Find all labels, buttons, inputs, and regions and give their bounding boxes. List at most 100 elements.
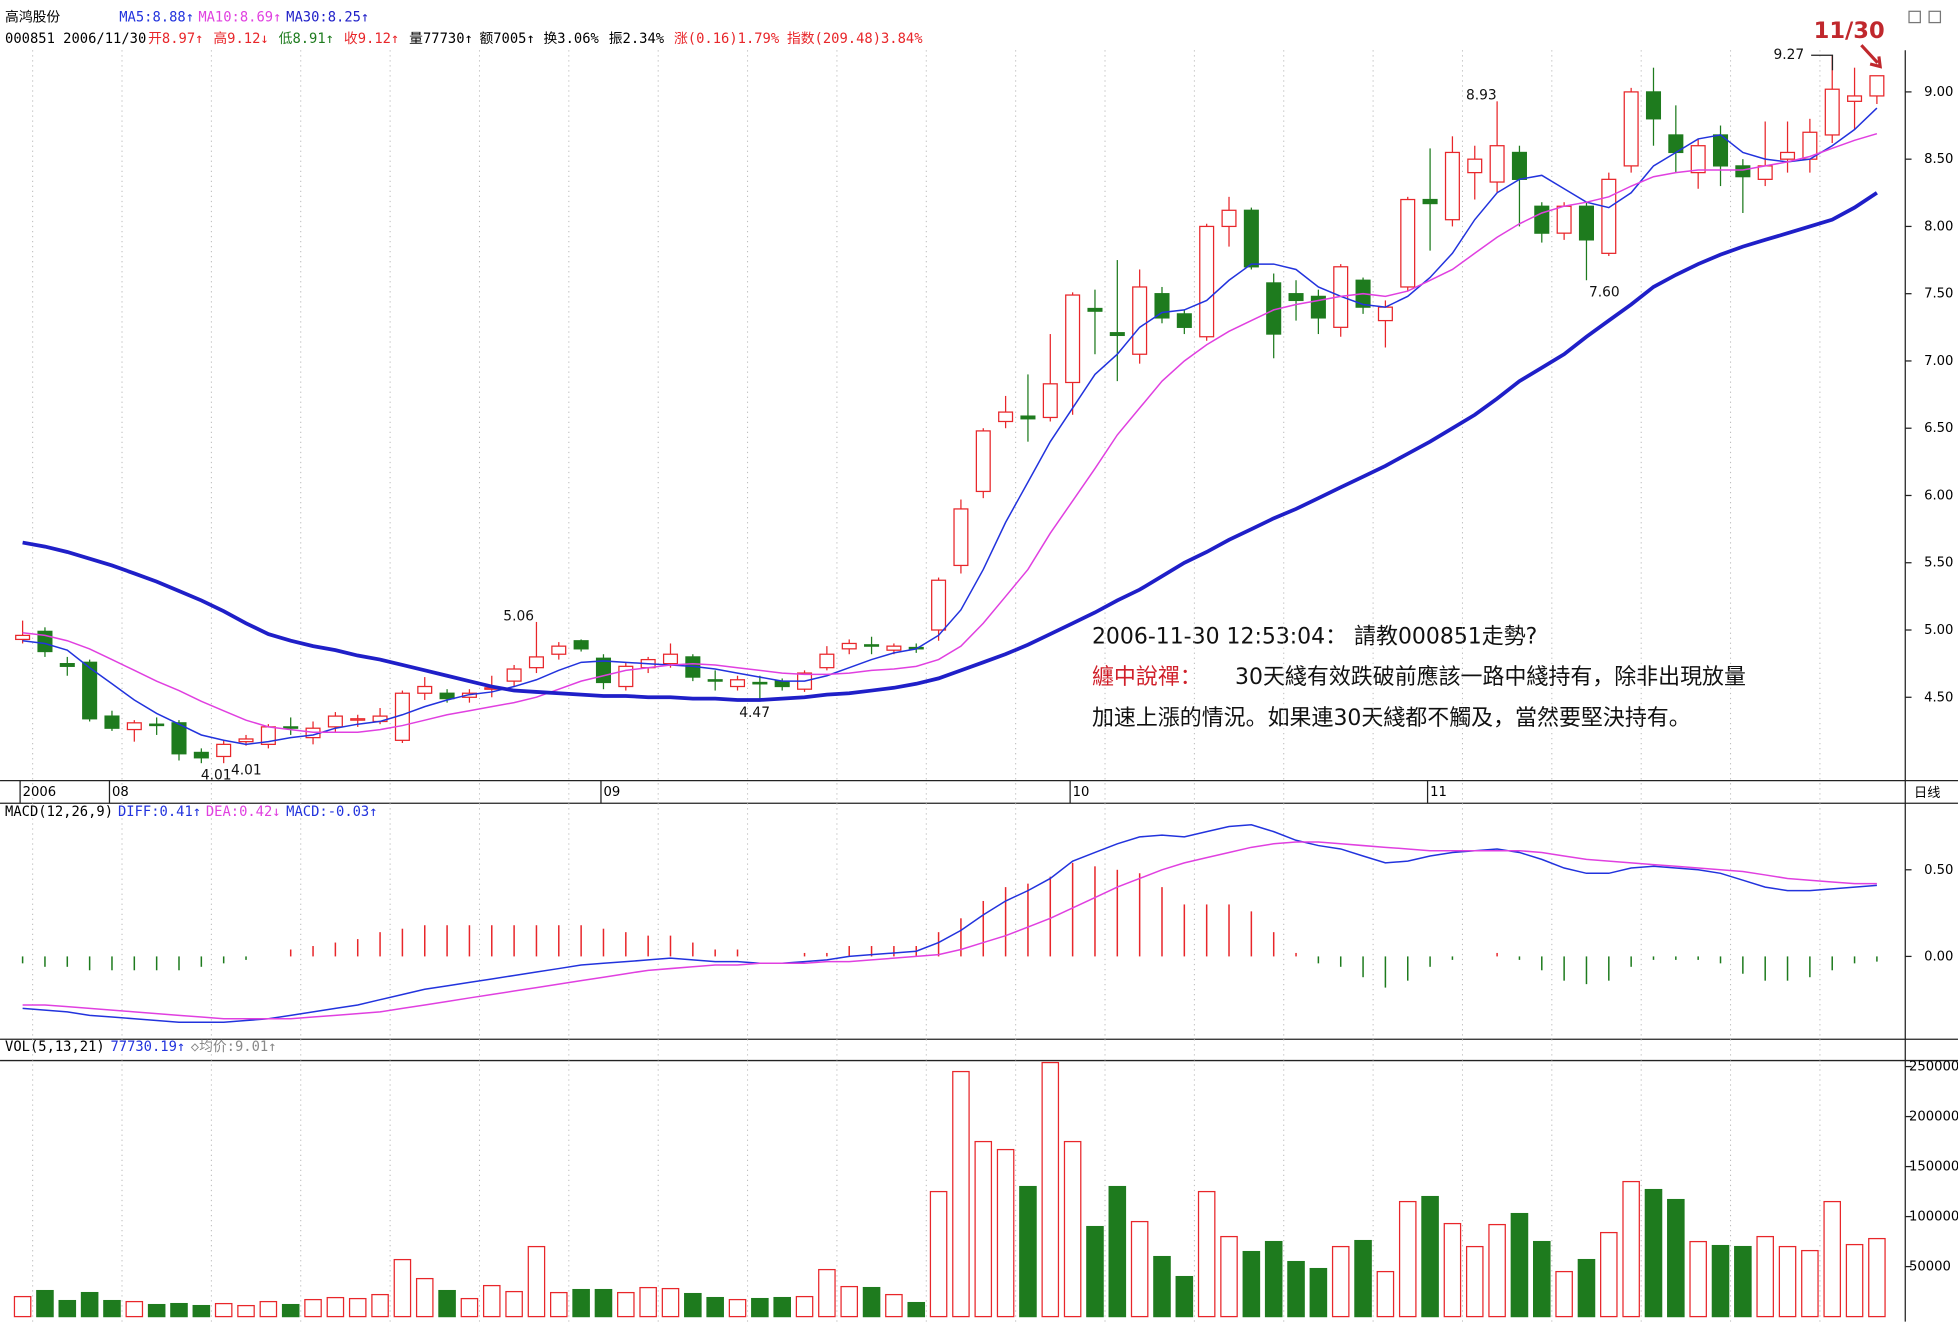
annotation: 4.47 (739, 705, 770, 721)
volume-bar (1801, 1249, 1819, 1318)
legend-entry: 77730.19↑ (110, 1039, 185, 1055)
volume-bar (684, 1292, 702, 1318)
volume-bar (80, 1291, 99, 1318)
candle-body (1578, 205, 1595, 241)
volume-bar (393, 1258, 412, 1318)
candle-body (752, 681, 768, 685)
annotation: 9.27 (1773, 47, 1804, 63)
candle-body (171, 722, 187, 755)
candle-body (1042, 383, 1058, 419)
vol-title: VOL(5,13,21) (5, 1039, 105, 1055)
candle-body (1377, 306, 1393, 322)
y-tick-label: 6.50 (1924, 421, 1953, 436)
candle-body (1087, 307, 1103, 312)
volume-bar (1600, 1231, 1618, 1318)
volume-bar (661, 1287, 680, 1318)
y-tick-label: 8.00 (1924, 219, 1953, 234)
volume-bar (304, 1298, 322, 1318)
volume-bar (1287, 1260, 1305, 1318)
volume-bar (1242, 1250, 1261, 1318)
volume-bar (818, 1268, 836, 1318)
annotation: 8.93 (1466, 87, 1497, 103)
stat-text: 换3.06% (543, 30, 599, 47)
volume-bar (1130, 1220, 1149, 1318)
y-tick-label: 9.00 (1924, 85, 1953, 100)
volume-bar (1220, 1235, 1238, 1318)
volume-bar (952, 1070, 970, 1318)
candle-body (1467, 158, 1483, 174)
x-tick-label: 08 (112, 785, 129, 800)
volume-bar (862, 1286, 881, 1318)
volume-bar (1197, 1190, 1216, 1318)
candle-body (1780, 151, 1796, 160)
note-line: 30天綫有效跌破前應該一路中綫持有，除非出現放量 (1235, 664, 1746, 690)
volume-bar (594, 1288, 613, 1318)
candle-body (506, 668, 522, 682)
stat-text: 000851 2006/11/30 (5, 31, 146, 47)
note-line: 加速上漲的情況。如果連30天綫都不觸及，當然要堅決持有。 (1092, 706, 1691, 731)
candle-body (1645, 91, 1662, 120)
x-tick-label: 2006 (23, 785, 56, 800)
candle-body (350, 718, 366, 721)
candle-body (104, 715, 120, 729)
volume-bar (1421, 1195, 1439, 1318)
vol-average-label: ◇均价:9.01↑ (191, 1039, 277, 1055)
candle-body (327, 715, 343, 728)
volume-bar (13, 1295, 32, 1318)
icon[interactable] (1908, 10, 1921, 24)
candle-body (1690, 145, 1706, 174)
annotation: 11/30 (1814, 18, 1885, 44)
volume-bar (1063, 1140, 1082, 1318)
candle-body (1400, 198, 1416, 288)
volume-bar (974, 1140, 993, 1318)
leader-line (1811, 54, 1834, 71)
annotation: 4.01 (231, 763, 262, 779)
y-tick-label: 7.50 (1924, 287, 1953, 302)
arrow (1860, 44, 1883, 69)
candle-body (1489, 145, 1505, 183)
icon[interactable] (1928, 10, 1942, 24)
x-tick-label: 10 (1073, 785, 1090, 800)
volume-bar (1689, 1240, 1707, 1318)
volume-bar (1309, 1267, 1328, 1318)
volume-bar (639, 1286, 657, 1318)
candle-body (1511, 151, 1527, 180)
candle-body (417, 685, 433, 694)
candle-body (528, 656, 544, 669)
volume-bar (1175, 1275, 1194, 1318)
toolbar-icons[interactable] (1908, 10, 1942, 24)
volume-bar (1488, 1223, 1506, 1318)
line-series (22, 107, 1878, 746)
candle-body (819, 653, 835, 669)
stat-text: 开8.97↑ (148, 31, 203, 47)
volume-bar (929, 1190, 948, 1318)
volume-bar (1555, 1270, 1573, 1318)
volume-bar (1376, 1270, 1395, 1318)
volume-bar (1354, 1239, 1372, 1318)
volume-bar (550, 1291, 568, 1318)
volume-bar (125, 1300, 144, 1318)
volume-bar (1019, 1185, 1037, 1318)
candle-body (1534, 205, 1550, 234)
volume-bar (214, 1302, 233, 1318)
volume-bar (1398, 1200, 1417, 1318)
volume-bar (885, 1293, 903, 1318)
volume-bar (751, 1297, 769, 1318)
volume-bar (281, 1303, 300, 1318)
candle-body (82, 661, 98, 720)
volume-bar (1443, 1222, 1462, 1318)
volume-bar (505, 1290, 523, 1318)
x-tick-label: 11 (1430, 785, 1447, 800)
candle-body (1444, 151, 1460, 221)
stat-text: 收9.12↑ (344, 31, 399, 47)
candle-body (886, 645, 902, 651)
volume-bar (1533, 1240, 1551, 1318)
volume-bar (1845, 1243, 1864, 1318)
volume-bar (415, 1277, 434, 1318)
y-tick-label: 7.00 (1924, 354, 1953, 369)
y-tick-label: 150000 (1909, 1160, 1958, 1175)
macd-title: MACD(12,26,9) (5, 804, 113, 820)
volume-bar (572, 1288, 590, 1318)
volume-bar (728, 1298, 747, 1318)
candle-body (707, 679, 723, 682)
